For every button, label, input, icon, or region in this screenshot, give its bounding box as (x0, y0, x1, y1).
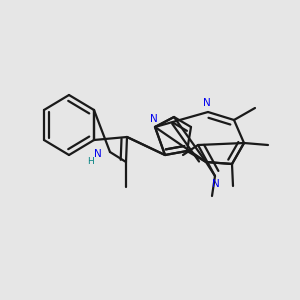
Text: N: N (150, 114, 158, 124)
Text: H: H (87, 158, 93, 166)
Text: N: N (212, 179, 220, 189)
Text: N: N (94, 149, 102, 159)
Text: N: N (203, 98, 211, 108)
